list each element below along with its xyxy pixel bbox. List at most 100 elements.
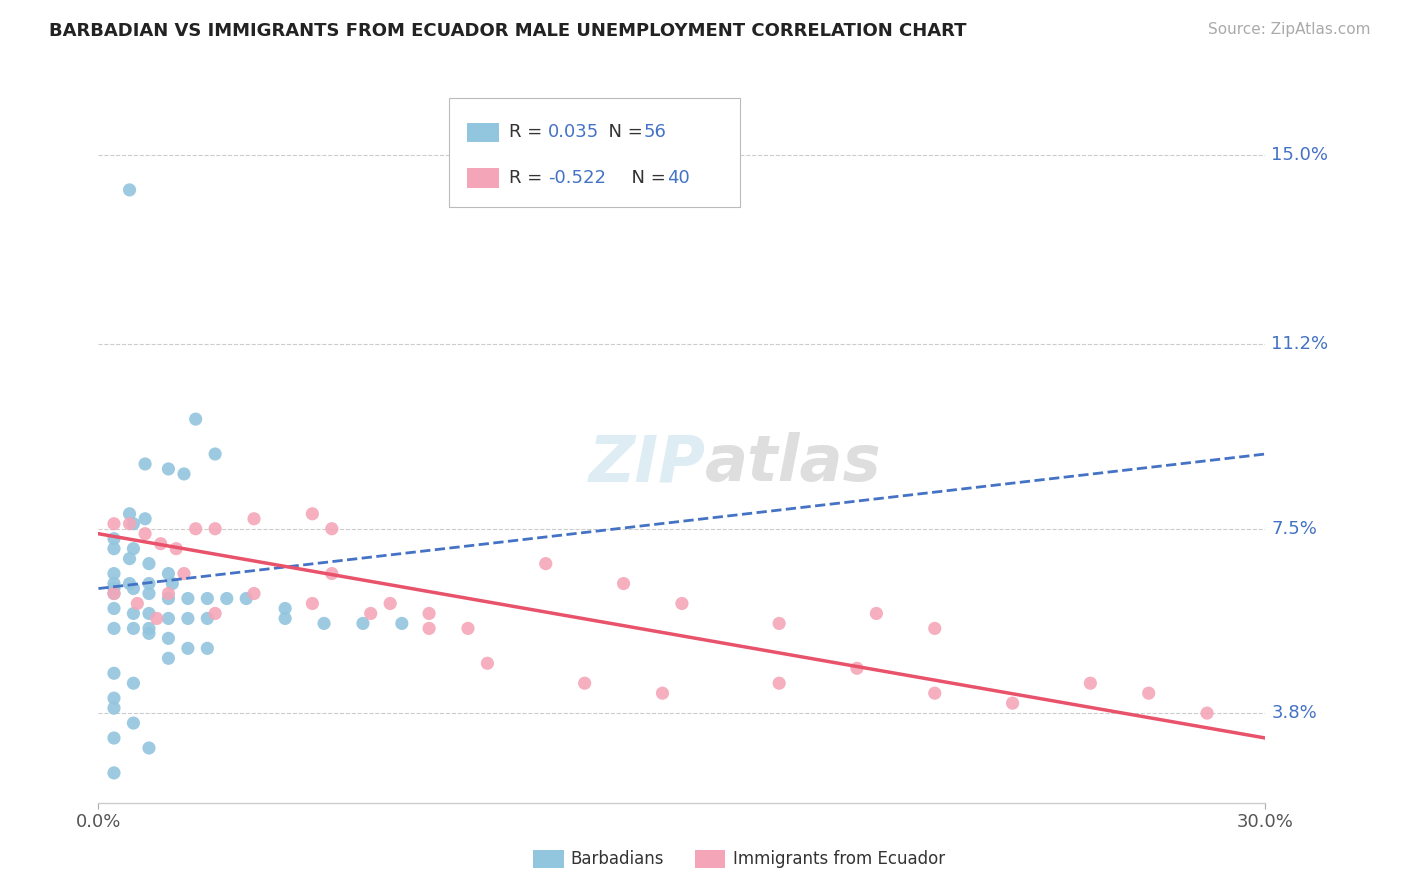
Point <box>138 621 160 635</box>
Text: BARBADIAN VS IMMIGRANTS FROM ECUADOR MALE UNEMPLOYMENT CORRELATION CHART: BARBADIAN VS IMMIGRANTS FROM ECUADOR MAL… <box>49 22 967 40</box>
Point <box>157 651 180 665</box>
Point <box>103 541 125 556</box>
Point <box>134 512 156 526</box>
Point <box>157 586 180 600</box>
Point <box>138 557 160 571</box>
Point <box>157 632 180 646</box>
Point <box>134 526 156 541</box>
Point <box>671 597 693 611</box>
Text: 7.5%: 7.5% <box>1271 520 1317 538</box>
Text: Source: ZipAtlas.com: Source: ZipAtlas.com <box>1208 22 1371 37</box>
Point <box>146 611 169 625</box>
Point <box>243 586 266 600</box>
Point <box>118 507 141 521</box>
Point <box>1001 696 1024 710</box>
Text: R =: R = <box>509 169 548 186</box>
Point <box>149 537 172 551</box>
Point <box>204 447 226 461</box>
Point <box>103 691 125 706</box>
Text: N =: N = <box>620 169 672 186</box>
Point <box>177 641 200 656</box>
Point <box>118 183 141 197</box>
Point <box>122 541 145 556</box>
Point <box>204 607 226 621</box>
Point <box>157 462 180 476</box>
Point <box>138 626 160 640</box>
Point <box>103 582 125 596</box>
Point <box>235 591 257 606</box>
Text: 56: 56 <box>644 123 666 141</box>
Point <box>768 676 790 690</box>
FancyBboxPatch shape <box>449 98 741 207</box>
Point <box>534 557 557 571</box>
Point <box>613 576 636 591</box>
Point <box>321 566 343 581</box>
Point <box>134 457 156 471</box>
Point <box>122 621 145 635</box>
Point <box>195 611 218 625</box>
Point <box>574 676 596 690</box>
Point <box>457 621 479 635</box>
Point <box>177 611 200 625</box>
Point <box>243 512 266 526</box>
Point <box>157 566 180 581</box>
Point <box>1137 686 1160 700</box>
Point <box>215 591 238 606</box>
Point <box>418 621 440 635</box>
Point <box>122 607 145 621</box>
Point <box>162 576 184 591</box>
Point <box>165 541 187 556</box>
Text: R =: R = <box>509 123 548 141</box>
Point <box>321 522 343 536</box>
Point <box>138 607 160 621</box>
Point <box>380 597 402 611</box>
Point <box>127 597 149 611</box>
Text: Immigrants from Ecuador: Immigrants from Ecuador <box>733 850 945 868</box>
Point <box>103 765 125 780</box>
Point <box>352 616 374 631</box>
Point <box>301 597 323 611</box>
Point <box>138 741 160 756</box>
Point <box>122 582 145 596</box>
Point <box>274 611 297 625</box>
Point <box>118 516 141 531</box>
Text: -0.522: -0.522 <box>548 169 606 186</box>
Point <box>846 661 869 675</box>
Point <box>118 576 141 591</box>
Point <box>195 641 218 656</box>
Point <box>138 576 160 591</box>
Point <box>103 586 125 600</box>
Point <box>103 566 125 581</box>
Point <box>103 586 125 600</box>
Point <box>173 467 195 481</box>
Point <box>122 516 145 531</box>
Point <box>924 621 946 635</box>
Text: 3.8%: 3.8% <box>1271 704 1317 723</box>
Text: atlas: atlas <box>706 433 882 494</box>
Text: 15.0%: 15.0% <box>1271 146 1329 164</box>
Point <box>157 611 180 625</box>
Point <box>204 522 226 536</box>
Point <box>157 591 180 606</box>
Point <box>177 591 200 606</box>
Point <box>184 412 207 426</box>
Point <box>1195 706 1218 720</box>
Point <box>651 686 673 700</box>
Point <box>103 666 125 681</box>
Point <box>103 576 125 591</box>
Text: ZIP: ZIP <box>588 433 706 494</box>
Point <box>103 516 125 531</box>
Text: N =: N = <box>596 123 648 141</box>
Point <box>103 621 125 635</box>
Point <box>1080 676 1102 690</box>
Point <box>118 551 141 566</box>
Point <box>122 716 145 731</box>
Text: 0.035: 0.035 <box>548 123 599 141</box>
Point <box>195 591 218 606</box>
Point <box>122 676 145 690</box>
Point <box>103 701 125 715</box>
Point <box>301 507 323 521</box>
Point <box>312 616 335 631</box>
Text: Barbadians: Barbadians <box>571 850 665 868</box>
Text: 11.2%: 11.2% <box>1271 335 1329 353</box>
